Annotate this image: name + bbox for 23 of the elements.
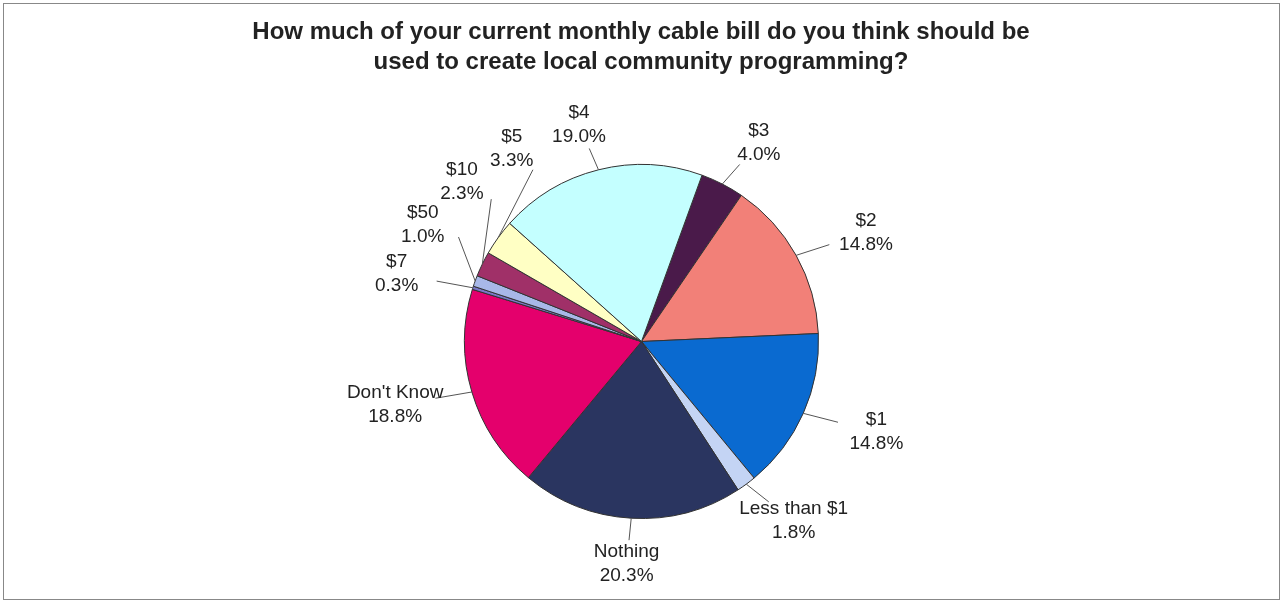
slice-label: $3 [748, 119, 770, 141]
data-label: 1.8% [771, 521, 816, 543]
data-label: 4.0% [737, 143, 781, 165]
slice-label: Don't Know [346, 381, 444, 403]
slice-label: $7 [386, 250, 408, 272]
slice-label: $2 [855, 209, 877, 231]
data-label: 2.3% [440, 182, 484, 204]
data-label: 14.8% [849, 432, 904, 454]
slice-label: $1 [865, 408, 887, 430]
slice-label: $10 [446, 158, 478, 180]
slice-label: $4 [568, 101, 591, 123]
slice-label: $5 [501, 125, 523, 147]
slice-label: $50 [406, 200, 439, 222]
slice-label: Less than $1 [739, 497, 849, 519]
chart-title: How much of your current monthly cable bill do you think should be used to create local community programming? [251, 16, 1031, 76]
data-label: 20.3% [599, 564, 654, 586]
data-label: 19.0% [552, 125, 607, 147]
data-label: 3.3% [490, 149, 534, 171]
data-label: 14.8% [839, 233, 894, 255]
slice-label: Nothing [593, 540, 660, 562]
data-label: 1.0% [401, 224, 445, 246]
data-label: 18.8% [368, 405, 423, 427]
data-label: 0.3% [374, 274, 419, 296]
